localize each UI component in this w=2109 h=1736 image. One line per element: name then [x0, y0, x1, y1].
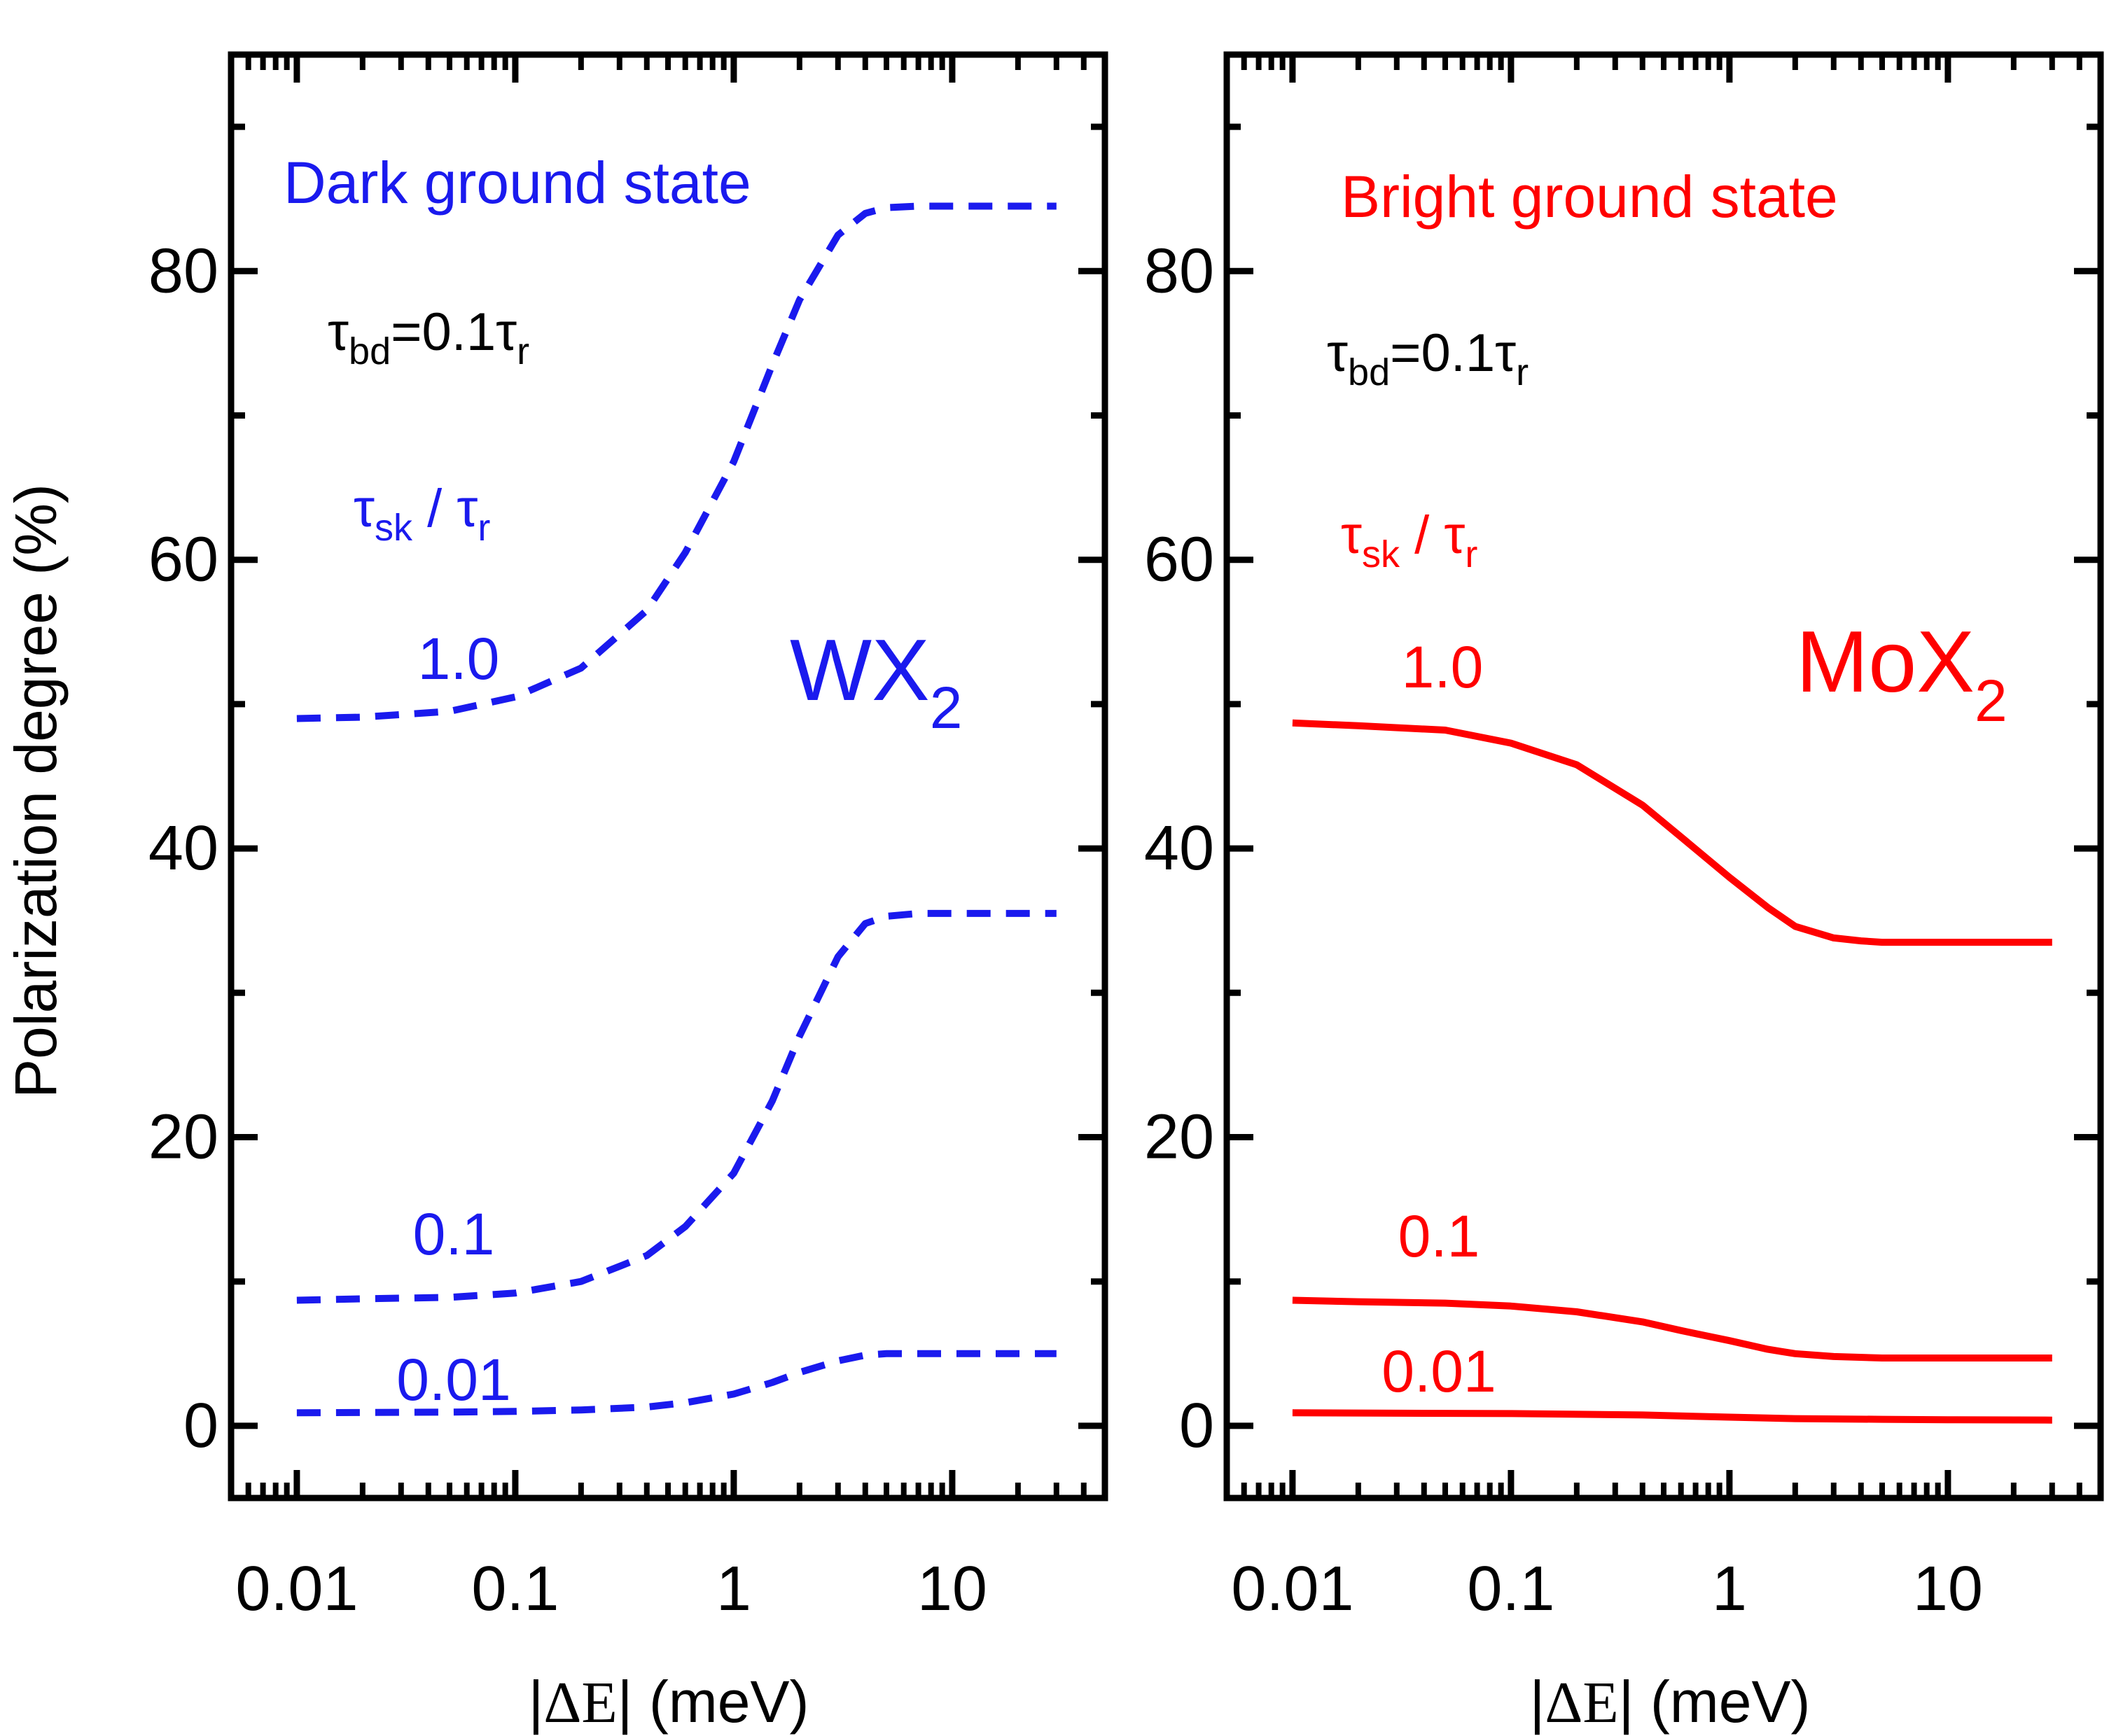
right-xtick-label-1: 1 [1712, 1554, 1747, 1624]
left-ratio-sub-r: r [478, 507, 490, 549]
right-xlabel-bar-close: | [1619, 1669, 1634, 1735]
right-ytick-label-0: 0 [1179, 1391, 1214, 1461]
left-x-axis-label: |ΔE| (meV) [529, 1669, 809, 1735]
left-xlabel-bar-close: | [618, 1669, 633, 1735]
right-series-label-0-1: 0.1 [1398, 1203, 1480, 1269]
right-ratio-sub-r: r [1465, 533, 1477, 575]
left-ratio-label: τsk / τr [354, 479, 490, 549]
right-tau-sub-bd: bd [1348, 351, 1390, 393]
left-plot-frame: 0 20 40 60 80 0.01 0.1 1 10 [148, 51, 1108, 1624]
right-ytick-label-80: 80 [1144, 236, 1214, 306]
right-series-line-0-01 [1292, 1409, 2052, 1424]
left-xlabel-unit: (meV) [632, 1669, 809, 1735]
right-ytick-label-60: 60 [1144, 525, 1214, 595]
left-tau-equation: =0.1τ [391, 302, 517, 362]
right-xlabel-bar-open: | [1530, 1669, 1545, 1735]
right-series-label-0-01: 0.01 [1381, 1338, 1496, 1404]
left-ytick-label-40: 40 [148, 813, 218, 883]
left-ytick-label-60: 60 [148, 525, 218, 595]
left-xtick-label-10: 10 [917, 1554, 987, 1624]
right-ytick-label-40: 40 [1144, 813, 1214, 883]
left-parameter-label: τbd=0.1τr [328, 302, 529, 372]
left-xtick-label-0.01: 0.01 [235, 1554, 358, 1624]
right-ratio-label: τsk / τr [1341, 505, 1477, 575]
right-x-axis-label: |ΔE| (meV) [1530, 1669, 1811, 1735]
left-panel-title: Dark ground state [284, 150, 751, 216]
left-series-label-0-01: 0.01 [396, 1347, 511, 1413]
right-material-main: MoX [1796, 614, 1975, 710]
left-material-main: WX [790, 622, 930, 719]
right-xtick-label-0.1: 0.1 [1467, 1554, 1554, 1624]
right-xtick-label-10: 10 [1913, 1554, 1983, 1624]
left-xlabel-delta-e: ΔE [543, 1670, 617, 1735]
right-frame-border [1223, 51, 2104, 1502]
right-panel-title: Bright ground state [1341, 164, 1838, 230]
left-series-label-0-1: 0.1 [413, 1201, 495, 1267]
left-ytick-label-0: 0 [183, 1391, 218, 1461]
left-xtick-label-0.1: 0.1 [471, 1554, 559, 1624]
left-frame-border [228, 51, 1108, 1502]
right-ratio-tau: τ [1341, 505, 1362, 565]
left-xtick-label-1: 1 [716, 1554, 751, 1624]
left-series-line-0-1 [296, 909, 1057, 1304]
right-material-sub: 2 [1975, 668, 2007, 734]
right-ytick-label-20: 20 [1144, 1102, 1214, 1172]
left-tau-sub-bd: bd [349, 330, 391, 372]
right-ratio-slash-tau: / τ [1400, 505, 1465, 565]
right-plot-frame: 0 20 40 60 80 0.01 0.1 1 10 [1144, 51, 2104, 1624]
right-series-label-1-0: 1.0 [1402, 634, 1484, 700]
left-tau-symbol: τ [328, 302, 349, 362]
left-tau-sub-r: r [517, 330, 529, 372]
left-xlabel-bar-open: | [529, 1669, 544, 1735]
left-series-layer [296, 202, 1057, 1417]
right-tau-equation: =0.1τ [1390, 323, 1516, 383]
left-series-line-0-01 [296, 1350, 1057, 1417]
right-series-line-0-1 [1292, 1296, 2052, 1362]
right-series-line-1-0 [1292, 719, 2052, 946]
right-xtick-label-0.01: 0.01 [1231, 1554, 1353, 1624]
right-series-layer [1292, 719, 2052, 1424]
left-series-line-1-0 [296, 202, 1057, 722]
left-ratio-tau: τ [354, 479, 375, 538]
y-axis-label: Polarization degree (%) [3, 484, 69, 1098]
right-tau-symbol: τ [1327, 323, 1348, 383]
right-parameter-label: τbd=0.1τr [1327, 323, 1529, 393]
left-material-sub: 2 [930, 675, 963, 741]
left-ytick-label-80: 80 [148, 236, 218, 306]
left-series-label-1-0: 1.0 [418, 626, 500, 692]
left-material-label: WX2 [790, 622, 962, 741]
left-ytick-label-20: 20 [148, 1102, 218, 1172]
right-material-label: MoX2 [1796, 614, 2007, 734]
left-ratio-slash-tau: / τ [412, 479, 478, 538]
right-tau-sub-r: r [1516, 351, 1529, 393]
left-ratio-sub-sk: sk [375, 507, 413, 549]
right-xlabel-delta-e: ΔE [1545, 1670, 1618, 1735]
right-ratio-sub-sk: sk [1362, 533, 1400, 575]
right-xlabel-unit: (meV) [1634, 1669, 1810, 1735]
